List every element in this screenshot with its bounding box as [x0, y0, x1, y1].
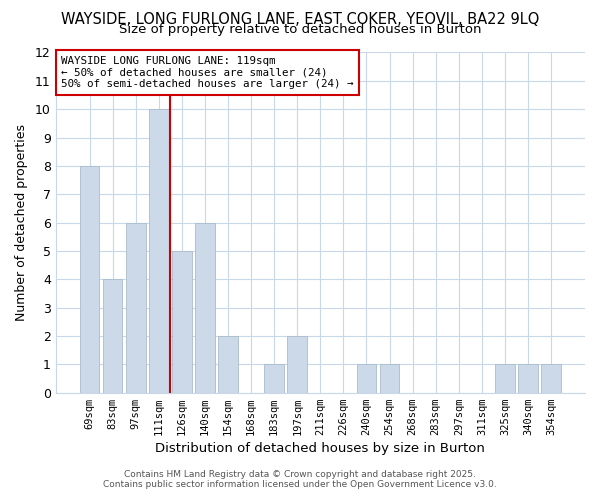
Text: Contains HM Land Registry data © Crown copyright and database right 2025.
Contai: Contains HM Land Registry data © Crown c… [103, 470, 497, 489]
Bar [356, 364, 376, 392]
Bar [195, 222, 215, 392]
Bar [518, 364, 538, 392]
Bar [380, 364, 400, 392]
Bar [287, 336, 307, 392]
Bar [218, 336, 238, 392]
Y-axis label: Number of detached properties: Number of detached properties [15, 124, 28, 321]
Bar [172, 251, 191, 392]
Bar [495, 364, 515, 392]
Bar [149, 109, 169, 393]
Bar [541, 364, 561, 392]
Bar [80, 166, 100, 392]
Bar [103, 280, 122, 392]
Bar [126, 222, 146, 392]
X-axis label: Distribution of detached houses by size in Burton: Distribution of detached houses by size … [155, 442, 485, 455]
Text: WAYSIDE, LONG FURLONG LANE, EAST COKER, YEOVIL, BA22 9LQ: WAYSIDE, LONG FURLONG LANE, EAST COKER, … [61, 12, 539, 28]
Bar [265, 364, 284, 392]
Text: Size of property relative to detached houses in Burton: Size of property relative to detached ho… [119, 22, 481, 36]
Text: WAYSIDE LONG FURLONG LANE: 119sqm
← 50% of detached houses are smaller (24)
50% : WAYSIDE LONG FURLONG LANE: 119sqm ← 50% … [61, 56, 353, 89]
